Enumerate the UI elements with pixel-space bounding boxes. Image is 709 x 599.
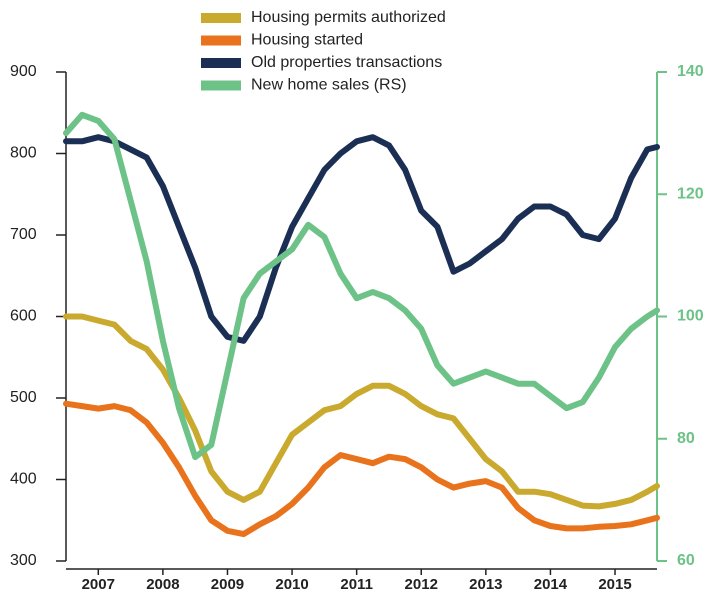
y2-tick-label: 120 xyxy=(677,185,704,202)
x-tick-label: 2011 xyxy=(340,576,373,593)
y2-tick-label: 100 xyxy=(677,308,704,325)
y2-tick-label: 140 xyxy=(677,63,704,80)
legend-swatch xyxy=(201,35,241,46)
y-tick-label: 800 xyxy=(10,145,37,162)
y-tick-label: 600 xyxy=(10,308,37,325)
series-line xyxy=(63,313,660,510)
series-line xyxy=(63,111,660,461)
y-tick-label: 700 xyxy=(10,226,37,243)
y-tick-label: 400 xyxy=(10,471,37,488)
y-tick-label: 500 xyxy=(10,389,37,406)
x-tick-label: 2013 xyxy=(469,576,502,593)
legend-label: Old properties transactions xyxy=(251,54,442,71)
series-line xyxy=(63,400,660,538)
y2-tick-label: 60 xyxy=(677,552,695,569)
legend-swatch xyxy=(201,80,241,91)
legend-label: Housing started xyxy=(251,32,363,49)
y-tick-label: 900 xyxy=(10,63,37,80)
y2-tick-label: 80 xyxy=(677,430,695,447)
x-tick-label: 2009 xyxy=(211,576,244,593)
legend-label: Housing permits authorized xyxy=(251,9,446,26)
legend-swatch xyxy=(201,13,241,23)
x-tick-label: 2008 xyxy=(146,576,179,593)
x-tick-label: 2014 xyxy=(534,576,568,593)
x-tick-label: 2015 xyxy=(598,576,631,593)
x-tick-label: 2007 xyxy=(82,576,115,593)
series-line xyxy=(63,134,660,344)
y-tick-label: 300 xyxy=(10,552,37,569)
legend-label: New home sales (RS) xyxy=(251,77,407,94)
legend-swatch xyxy=(201,58,241,68)
x-tick-label: 2012 xyxy=(405,576,438,593)
x-tick-label: 2010 xyxy=(275,576,308,593)
